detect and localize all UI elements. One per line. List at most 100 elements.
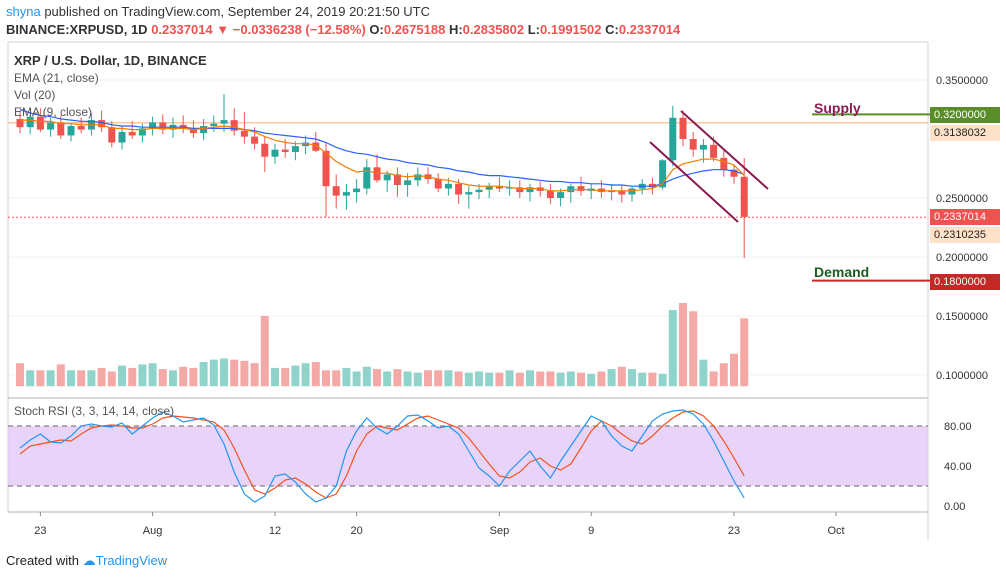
tradingview-logo-icon[interactable]: ☁: [82, 553, 96, 568]
volume-bar: [628, 369, 636, 387]
tradingview-brand[interactable]: TradingView: [95, 553, 168, 568]
last-price: 0.2337014: [151, 22, 213, 37]
ema9-legend[interactable]: EMA (9, close): [14, 105, 93, 119]
candle-body: [200, 126, 208, 134]
candle-body: [689, 139, 697, 150]
volume-bar: [607, 369, 616, 387]
candle-body: [302, 142, 310, 147]
candle-body: [353, 188, 361, 193]
supply-price-tag: 0.3200000: [930, 107, 1000, 123]
volume-bar: [107, 371, 116, 387]
last-price-tag: 0.2337014: [930, 209, 1000, 225]
candle-body: [159, 122, 167, 130]
volume-bar: [128, 367, 137, 387]
candle-body: [98, 120, 106, 128]
volume-bar: [444, 370, 453, 387]
high-value: 0.2835802: [462, 22, 525, 37]
volume-bar: [536, 371, 545, 387]
time-axis-label: Oct: [827, 525, 844, 537]
volume-bar: [373, 369, 381, 387]
candle-body: [455, 183, 463, 195]
volume-bar: [26, 370, 35, 387]
stoch-axis-label: 80.00: [944, 421, 972, 433]
volume-bar: [16, 363, 24, 387]
candle-body: [281, 149, 289, 152]
candle-body: [189, 128, 197, 134]
volume-bar: [424, 370, 432, 387]
ema9-line: [20, 119, 745, 192]
price-change: −0.0336238 (−12.58%): [232, 22, 366, 37]
volume-bar: [434, 370, 443, 387]
volume-bar: [46, 370, 55, 387]
candle-body: [251, 136, 259, 144]
channel-lower-line: [649, 141, 739, 223]
candle-body: [699, 144, 707, 150]
volume-bar: [587, 373, 596, 387]
volume-bar: [301, 363, 310, 387]
time-axis-label: Aug: [143, 525, 163, 537]
candle-body: [230, 120, 238, 131]
candle-body: [740, 176, 748, 217]
volume-bar: [220, 358, 228, 387]
candle-body: [730, 169, 738, 177]
time-axis-label: 23: [34, 525, 46, 537]
symbol-line: BINANCE:XRPUSD, 1D: [6, 22, 148, 37]
candle-body: [16, 118, 24, 128]
channel-upper-line: [680, 110, 769, 190]
volume-bar: [556, 372, 565, 387]
candle-body: [475, 189, 483, 193]
candle-body: [618, 190, 626, 195]
volume-bar: [658, 373, 667, 387]
volume-bar: [36, 370, 45, 387]
volume-bar: [464, 372, 473, 387]
volume-bar: [250, 363, 259, 387]
volume-bar: [730, 353, 738, 387]
candle-body: [465, 192, 473, 195]
candle-body: [149, 122, 157, 129]
volume-bar: [648, 372, 657, 387]
created-with-text: Created with: [6, 553, 79, 568]
volume-bar: [332, 370, 341, 387]
volume-legend[interactable]: Vol (20): [14, 88, 56, 102]
volume-bar: [281, 367, 290, 387]
author-name[interactable]: shyna: [6, 4, 41, 19]
volume-bar: [719, 363, 728, 387]
low-label: L:: [527, 22, 541, 37]
volume-bar: [485, 372, 494, 387]
candle-body: [77, 126, 85, 130]
volume-bar: [638, 372, 647, 387]
candle-body: [118, 131, 126, 143]
candle-body: [546, 190, 554, 198]
candle-body: [557, 192, 565, 198]
volume-bar: [403, 371, 412, 387]
price-axis-label: 0.1500000: [936, 311, 988, 323]
publish-info: shyna published on TradingView.com, Sept…: [6, 4, 430, 19]
support-price-tag: 0.2310235: [930, 227, 1000, 243]
volume-bar: [475, 371, 483, 387]
volume-bar: [97, 367, 106, 387]
time-axis-label: 9: [588, 525, 594, 537]
price-axis-label: 0.3500000: [936, 75, 988, 87]
stoch-k-line: [19, 409, 745, 503]
demand-price-tag: 0.1800000: [930, 274, 1000, 290]
volume-bar: [342, 367, 351, 387]
volume-bar: [148, 363, 157, 387]
volume-bar: [393, 369, 402, 387]
candle-body: [312, 142, 320, 151]
chart-title: XRP / U.S. Dollar, 1D, BINANCE: [14, 53, 207, 68]
candle-body: [720, 157, 728, 170]
volume-bar: [689, 311, 698, 387]
volume-bar: [597, 371, 606, 387]
time-axis-label: 12: [269, 525, 281, 537]
volume-bar: [189, 367, 198, 387]
candle-body: [710, 144, 718, 158]
volume-bar: [322, 370, 330, 387]
volume-bar: [67, 370, 75, 387]
volume-bar: [577, 372, 585, 387]
volume-bar: [138, 364, 147, 387]
candle-body: [210, 123, 218, 127]
stoch-rsi-legend[interactable]: Stoch RSI (3, 3, 14, 14, close): [14, 404, 175, 418]
ema21-legend[interactable]: EMA (21, close): [14, 71, 99, 85]
volume-bar: [383, 371, 392, 387]
